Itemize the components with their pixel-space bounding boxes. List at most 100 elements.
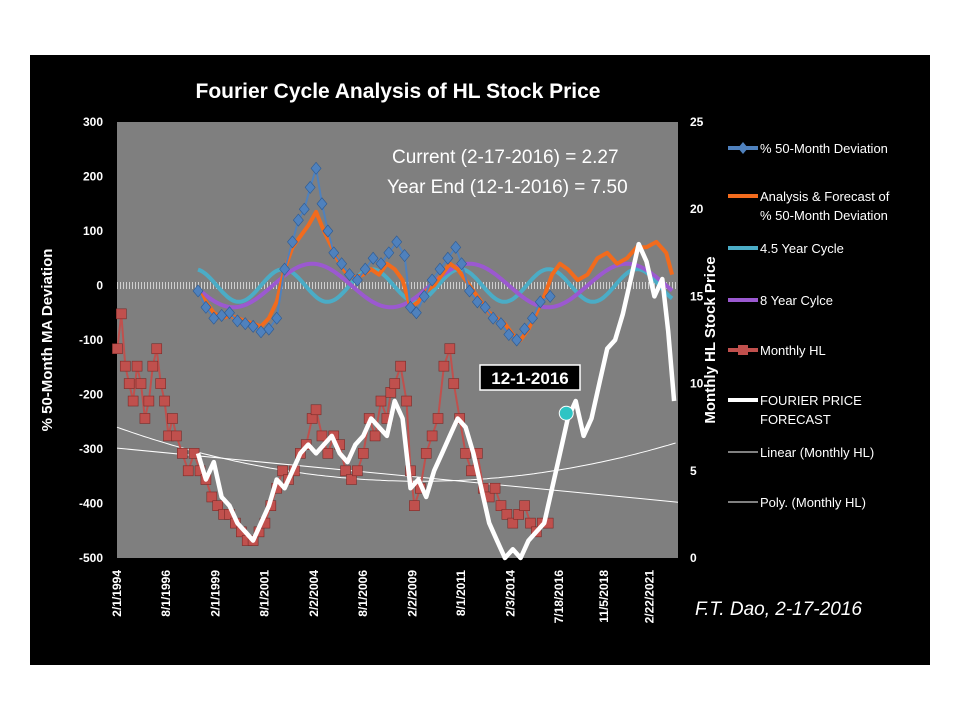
price-point	[151, 343, 163, 355]
deviation-point	[391, 235, 403, 249]
price-point	[123, 378, 135, 389]
y-left-tick-label: 200	[83, 170, 103, 184]
x-tick-label: 2/22/2021	[642, 570, 656, 624]
legend-item: FOURIER PRICE FORECAST	[728, 393, 862, 427]
x-tick-label: 2/1/1999	[208, 570, 222, 617]
deviation-point	[426, 273, 438, 287]
y-left-tick-label: -200	[79, 388, 103, 402]
legend-marker	[738, 142, 748, 154]
legend-item: Monthly HL	[728, 343, 826, 358]
y-right-tick-label: 20	[690, 202, 704, 216]
legend-label: Monthly HL	[760, 343, 826, 358]
price-point	[489, 482, 501, 494]
legend-item: Linear (Monthly HL)	[728, 445, 874, 460]
price-point	[155, 378, 166, 389]
price-point	[135, 378, 147, 389]
deviation-point	[418, 289, 430, 303]
legend-item: Poly. (Monthly HL)	[728, 495, 866, 510]
legend-label: Poly. (Monthly HL)	[760, 495, 866, 510]
legend-label: 8 Year Cylce	[760, 293, 833, 308]
deviation-point	[495, 317, 507, 331]
x-tick-label: 8/1/1996	[159, 570, 173, 617]
chart: Fourier Cycle Analysis of HL Stock Price…	[39, 80, 890, 624]
author-credit: F.T. Dao, 2-17-2016	[695, 599, 862, 620]
series-0	[192, 161, 556, 347]
deviation-point	[200, 300, 212, 314]
deviation-point	[471, 295, 483, 309]
deviation-point	[263, 322, 275, 336]
deviation-point	[322, 224, 334, 238]
price-point	[409, 500, 420, 511]
deviation-point	[271, 311, 283, 325]
price-point	[444, 343, 456, 355]
price-point	[420, 448, 432, 459]
price-point	[357, 448, 369, 459]
x-tick-label: 8/1/2006	[356, 570, 370, 617]
legend-label: Analysis & Forecast of	[760, 189, 890, 204]
y-left-tick-label: -500	[79, 551, 103, 565]
deviation-point	[231, 314, 243, 328]
chart-title: Fourier Cycle Analysis of HL Stock Price	[196, 80, 601, 103]
price-point	[448, 378, 460, 389]
price-point	[127, 395, 139, 407]
series-line	[116, 447, 679, 503]
year-end-value-note: Year End (12-1-2016) = 7.50	[387, 177, 628, 198]
deviation-point	[399, 249, 410, 262]
deviation-point	[359, 262, 371, 276]
deviation-point	[279, 262, 290, 276]
current-value-note: Current (2-17-2016) = 2.27	[392, 147, 619, 168]
deviation-point	[351, 273, 363, 287]
deviation-point	[442, 251, 454, 265]
price-point	[460, 448, 471, 459]
x-tick-label: 2/2/2009	[405, 570, 419, 617]
price-point	[352, 465, 363, 477]
x-tick-label: 8/1/2011	[454, 570, 468, 616]
deviation-point	[534, 295, 546, 309]
price-point	[116, 308, 127, 320]
deviation-point	[192, 284, 204, 298]
price-point	[426, 430, 438, 442]
deviation-point	[464, 284, 475, 298]
deviation-point	[367, 251, 379, 265]
deviation-point	[344, 268, 355, 282]
y-right-tick-label: 25	[690, 115, 704, 129]
deviation-point	[383, 246, 395, 260]
series-line	[195, 241, 677, 561]
price-point	[212, 500, 224, 511]
deviation-point	[224, 306, 235, 320]
deviation-point	[239, 317, 251, 331]
forecast-point-marker	[558, 405, 574, 421]
y-right-tick-label: 15	[690, 289, 704, 303]
x-tick-label: 11/5/2018	[597, 570, 611, 623]
price-point	[513, 509, 524, 520]
price-point	[340, 465, 351, 477]
deviation-point	[316, 197, 328, 211]
deviation-point	[310, 161, 322, 175]
x-tick-label: 2/1/1994	[110, 570, 124, 617]
y-left-axis-title: % 50-Month MA Deviation	[39, 249, 56, 432]
price-point	[119, 360, 131, 372]
y-left-tick-label: 100	[83, 224, 103, 238]
deviation-point	[450, 240, 462, 254]
price-point	[346, 474, 357, 485]
x-tick-label: 8/1/2001	[258, 570, 272, 617]
y-left-tick-label: 300	[83, 115, 103, 129]
price-point	[310, 404, 322, 416]
legend-item: % 50-Month Deviation	[728, 141, 888, 156]
deviation-point	[434, 262, 446, 276]
price-point	[177, 448, 188, 459]
price-point	[322, 448, 334, 459]
x-tick-label: 2/3/2014	[504, 570, 518, 617]
price-point	[501, 509, 513, 520]
legend-label: FORECAST	[760, 412, 831, 427]
deviation-point	[375, 257, 387, 271]
deviation-point	[304, 180, 316, 194]
price-point	[525, 517, 536, 529]
deviation-point	[336, 257, 348, 271]
legend-item: Analysis & Forecast of % 50-Month Deviati…	[728, 189, 890, 223]
price-point	[519, 500, 530, 511]
legend-label: % 50-Month Deviation	[760, 208, 888, 223]
x-tick-label: 7/18/2016	[552, 570, 566, 624]
deviation-point	[456, 257, 468, 271]
deviation-point	[487, 311, 499, 325]
